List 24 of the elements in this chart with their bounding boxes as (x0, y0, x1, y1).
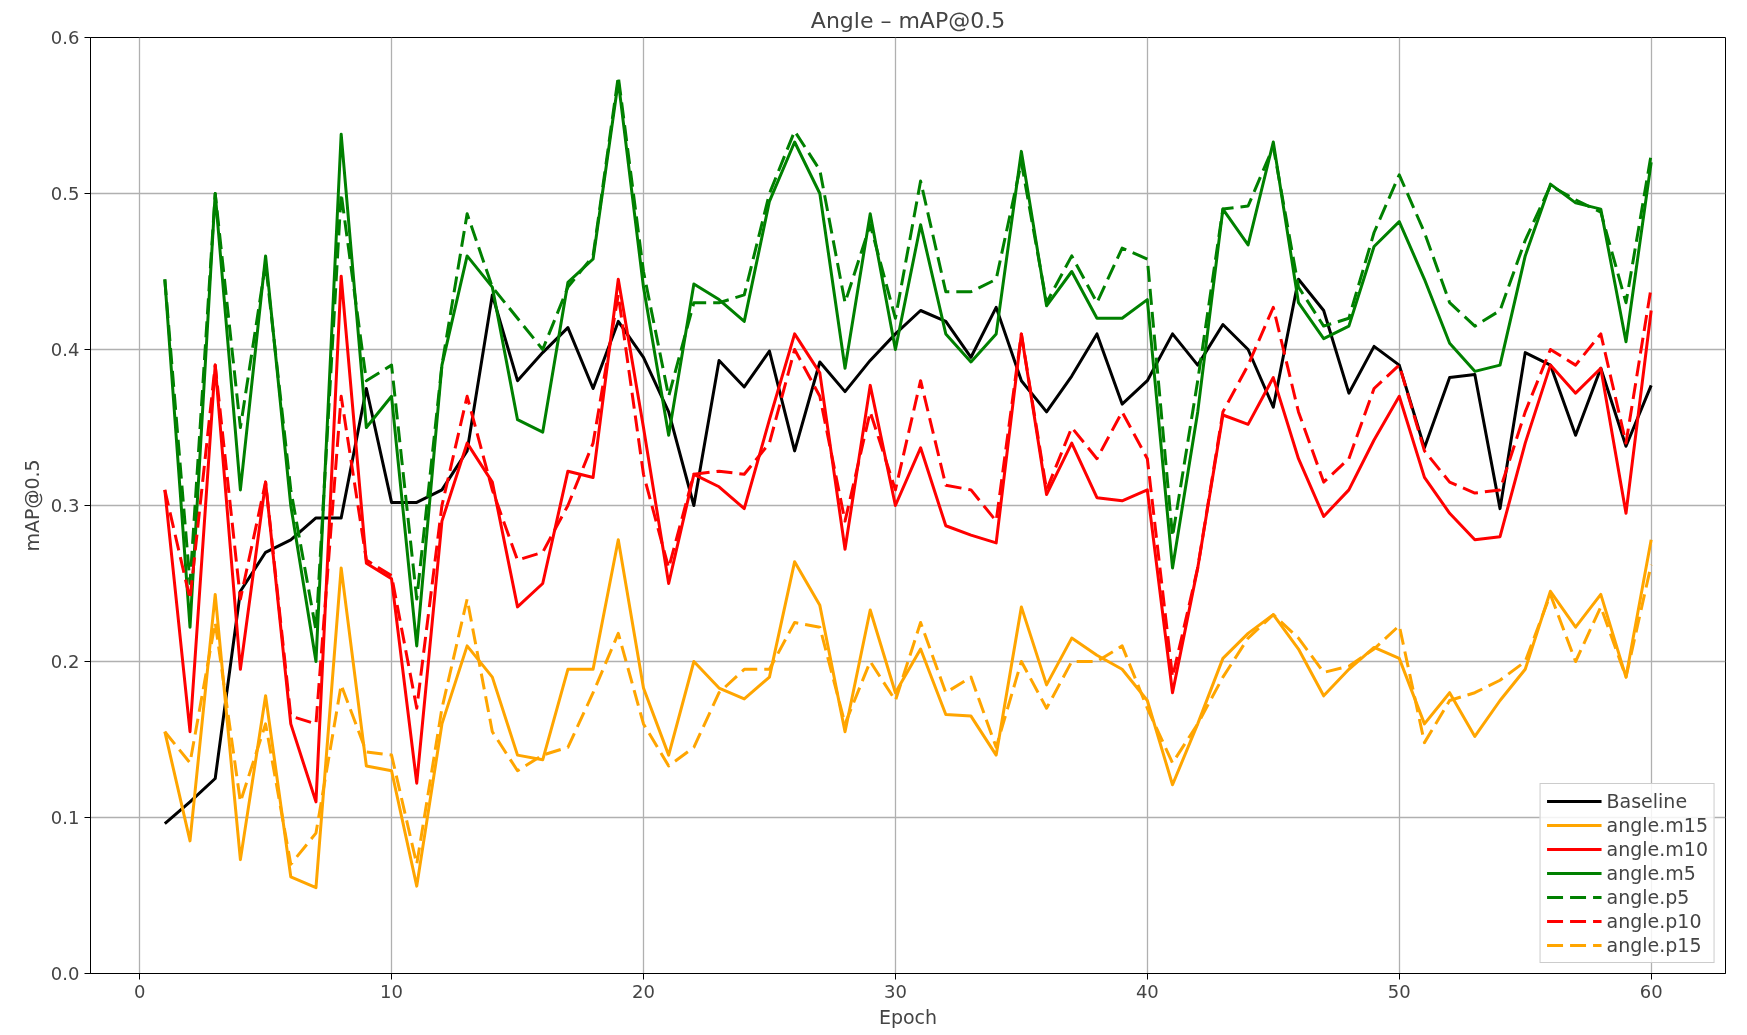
legend-label: angle.p15 (1606, 934, 1702, 956)
y-tick-label: 0.2 (50, 651, 80, 672)
legend-label: angle.m5 (1606, 862, 1696, 884)
x-tick-label: 60 (1639, 980, 1663, 1002)
y-axis-title: mAP@0.5 (20, 459, 43, 552)
chart-title: Angle – mAP@0.5 (810, 7, 1006, 33)
x-axis-title: Epoch (878, 1005, 938, 1028)
y-tick-label: 0.5 (50, 183, 80, 204)
x-tick-label: 40 (1135, 980, 1159, 1002)
x-tick-label: 20 (632, 980, 655, 1002)
legend-label: angle.p10 (1606, 910, 1702, 932)
x-tick-label: 50 (1387, 980, 1411, 1002)
legend-label: angle.p5 (1606, 886, 1690, 908)
y-tick-label: 0.3 (50, 495, 80, 516)
legend-label: Baseline (1606, 790, 1688, 812)
x-tick-label: 30 (883, 980, 907, 1002)
y-tick-label: 0.4 (50, 339, 80, 360)
y-tick-label: 0.1 (50, 807, 80, 828)
legend-label: angle.m15 (1606, 814, 1708, 836)
y-tick-label: 0.6 (50, 27, 80, 48)
y-tick-label: 0.0 (50, 963, 80, 984)
x-tick-label: 0 (133, 980, 146, 1002)
x-tick-label: 10 (380, 980, 404, 1002)
legend-label: angle.m10 (1606, 838, 1708, 860)
